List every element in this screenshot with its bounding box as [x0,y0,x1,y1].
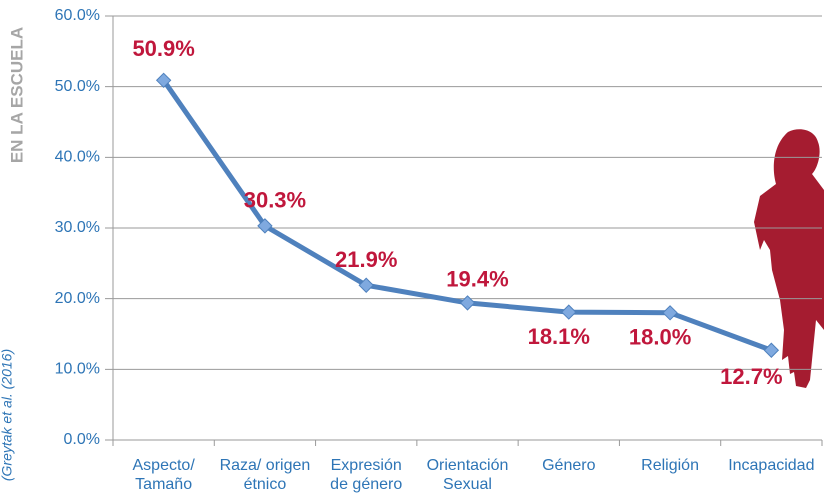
data-label: 12.7% [720,364,782,389]
source: (Greytak et al. (2016) [0,349,15,481]
marker [662,305,678,321]
x-tick-label: Aspecto/ Tamaño cuerpo [132,457,195,496]
x-tick-label: Orientación Sexual [426,457,509,493]
person-silhouette [754,129,824,388]
x-tick-label: Religión [641,457,699,474]
data-label: 19.4% [446,267,508,292]
y-tick-label: 10.0% [55,361,100,378]
y-axis-label: EN LA ESCUELA [7,27,26,163]
data-label: 50.9% [132,36,194,61]
marker [358,277,374,293]
y-tick-label: 30.0% [55,219,100,236]
x-tick-label: Incapacidad [728,457,815,474]
data-label: 18.1% [528,324,590,349]
x-tick-label: Expresión de género [330,457,403,493]
marker [155,72,172,89]
marker [561,304,577,320]
data-label: 18.0% [629,325,691,350]
x-tick-label: Género [542,457,596,474]
y-tick-label: 40.0% [55,149,100,166]
y-tick-label: 60.0% [55,7,100,24]
y-tick-label: 50.0% [55,78,100,95]
y-tick-label: 20.0% [55,290,100,307]
data-label: 21.9% [335,247,397,272]
marker [459,295,476,311]
x-tick-label: Raza/ origen étnico [219,457,311,493]
marker [763,342,780,358]
marker [257,218,273,234]
data-label: 30.3% [244,188,306,213]
y-tick-label: 0.0% [64,431,100,448]
